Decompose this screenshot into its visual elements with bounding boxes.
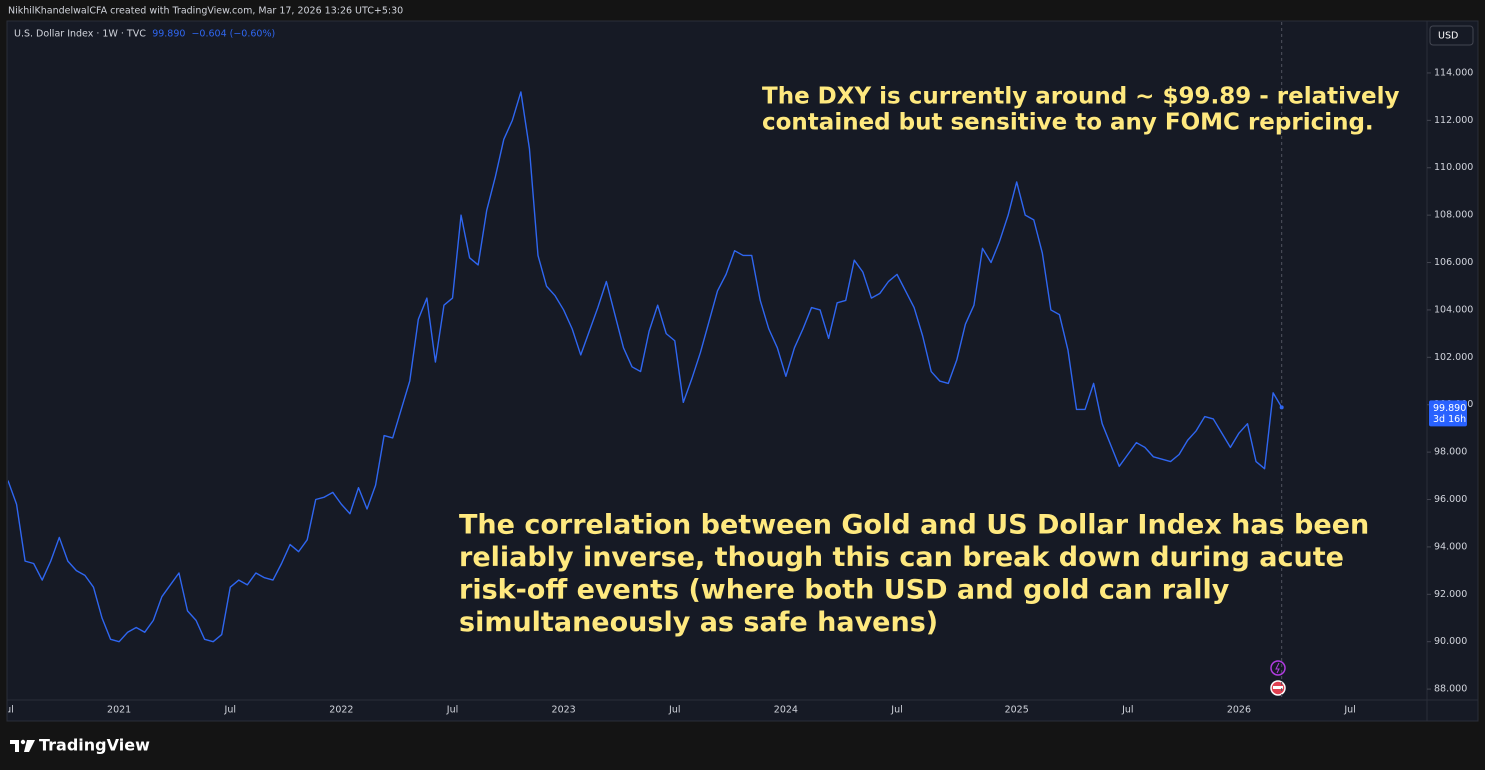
y-tick-label: 90.000 xyxy=(1434,636,1467,647)
x-tick-label: Jul xyxy=(446,705,458,716)
legend-last: 99.890 xyxy=(152,29,185,40)
x-tick-label: Jul xyxy=(1,705,13,716)
x-tick-label: Jul xyxy=(890,705,902,716)
y-tick-label: 104.000 xyxy=(1434,304,1473,315)
price-tag xyxy=(1429,400,1467,427)
x-tick-label: 2026 xyxy=(1227,705,1251,716)
legend-name: U.S. Dollar Index · 1W · TVC xyxy=(14,29,146,40)
header: NikhilKhandelwalCFA created with Trading… xyxy=(8,6,403,17)
y-tick-label: 98.000 xyxy=(1434,447,1467,458)
x-tick-label: Jul xyxy=(1121,705,1133,716)
annotation: contained but sensitive to any FOMC repr… xyxy=(762,110,1374,136)
x-tick-label: 2023 xyxy=(552,705,576,716)
x-tick-label: 2021 xyxy=(107,705,131,716)
last-point xyxy=(1279,405,1284,410)
x-tick-label: Jul xyxy=(1343,705,1355,716)
y-tick-label: 112.000 xyxy=(1434,115,1473,126)
y-tick-label: 94.000 xyxy=(1434,541,1467,552)
y-tick-label: 96.000 xyxy=(1434,494,1467,505)
annotation: risk-off events (where both USD and gold… xyxy=(459,575,1230,606)
annotation: The correlation between Gold and US Doll… xyxy=(459,510,1369,541)
series-line xyxy=(8,91,1283,643)
x-tick-label: 2022 xyxy=(329,705,353,716)
legend-change: −0.604 (−0.60%) xyxy=(191,29,275,40)
logo xyxy=(10,739,35,752)
y-tick-label: 106.000 xyxy=(1434,257,1473,268)
y-tick-label: 114.000 xyxy=(1434,67,1473,78)
annotation: simultaneously as safe havens) xyxy=(459,607,938,638)
logo-mark xyxy=(10,740,19,752)
currency-button[interactable] xyxy=(1429,25,1474,46)
y-tick-label: 102.000 xyxy=(1434,352,1473,363)
y-tick-label: 88.000 xyxy=(1434,684,1467,695)
y-tick-label: 92.000 xyxy=(1434,589,1467,600)
logo-mark-2 xyxy=(24,740,35,752)
annotation: reliably inverse, though this can break … xyxy=(459,542,1344,573)
x-tick-label: Jul xyxy=(668,705,680,716)
logo-dot xyxy=(20,739,26,745)
x-tick-label: 2024 xyxy=(774,705,798,716)
annotation: The DXY is currently around ~ $99.89 - r… xyxy=(762,84,1399,110)
currency-label: USD xyxy=(1438,31,1458,42)
footer-brand: TradingView xyxy=(39,736,150,755)
flag-icon-stripe xyxy=(1273,686,1283,689)
event-icon-bolt xyxy=(1275,662,1280,674)
price-tag-countdown: 3d 16h xyxy=(1433,414,1466,425)
y-tick-label: 108.000 xyxy=(1434,210,1473,221)
event-icon[interactable] xyxy=(1270,660,1286,676)
x-tick-label: 2025 xyxy=(1005,705,1029,716)
y-tick-label: 110.000 xyxy=(1434,162,1473,173)
chart-panel xyxy=(6,20,1479,722)
price-tag-label: 99.890 xyxy=(1433,403,1466,414)
x-tick-label: Jul xyxy=(224,705,236,716)
